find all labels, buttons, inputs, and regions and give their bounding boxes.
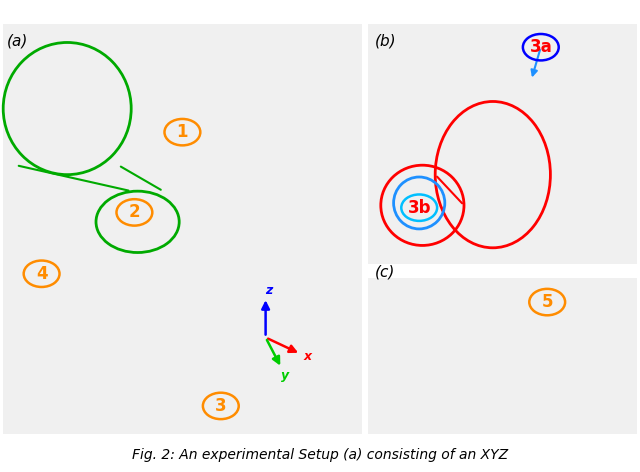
- Text: 3a: 3a: [529, 38, 552, 56]
- Text: (c): (c): [374, 264, 395, 279]
- Text: 5: 5: [541, 293, 553, 311]
- Text: 1: 1: [177, 123, 188, 141]
- Text: z: z: [265, 284, 273, 297]
- Text: x: x: [303, 350, 311, 363]
- FancyBboxPatch shape: [368, 278, 637, 434]
- Text: 3b: 3b: [408, 199, 431, 217]
- Text: 4: 4: [36, 265, 47, 283]
- Text: y: y: [281, 369, 289, 382]
- Text: (b): (b): [374, 33, 396, 48]
- FancyBboxPatch shape: [3, 24, 362, 434]
- Text: (a): (a): [6, 33, 28, 48]
- Text: 2: 2: [129, 203, 140, 221]
- FancyBboxPatch shape: [368, 24, 637, 264]
- Text: Fig. 2: An experimental Setup (a) consisting of an XYZ: Fig. 2: An experimental Setup (a) consis…: [132, 448, 508, 463]
- Text: 3: 3: [215, 397, 227, 415]
